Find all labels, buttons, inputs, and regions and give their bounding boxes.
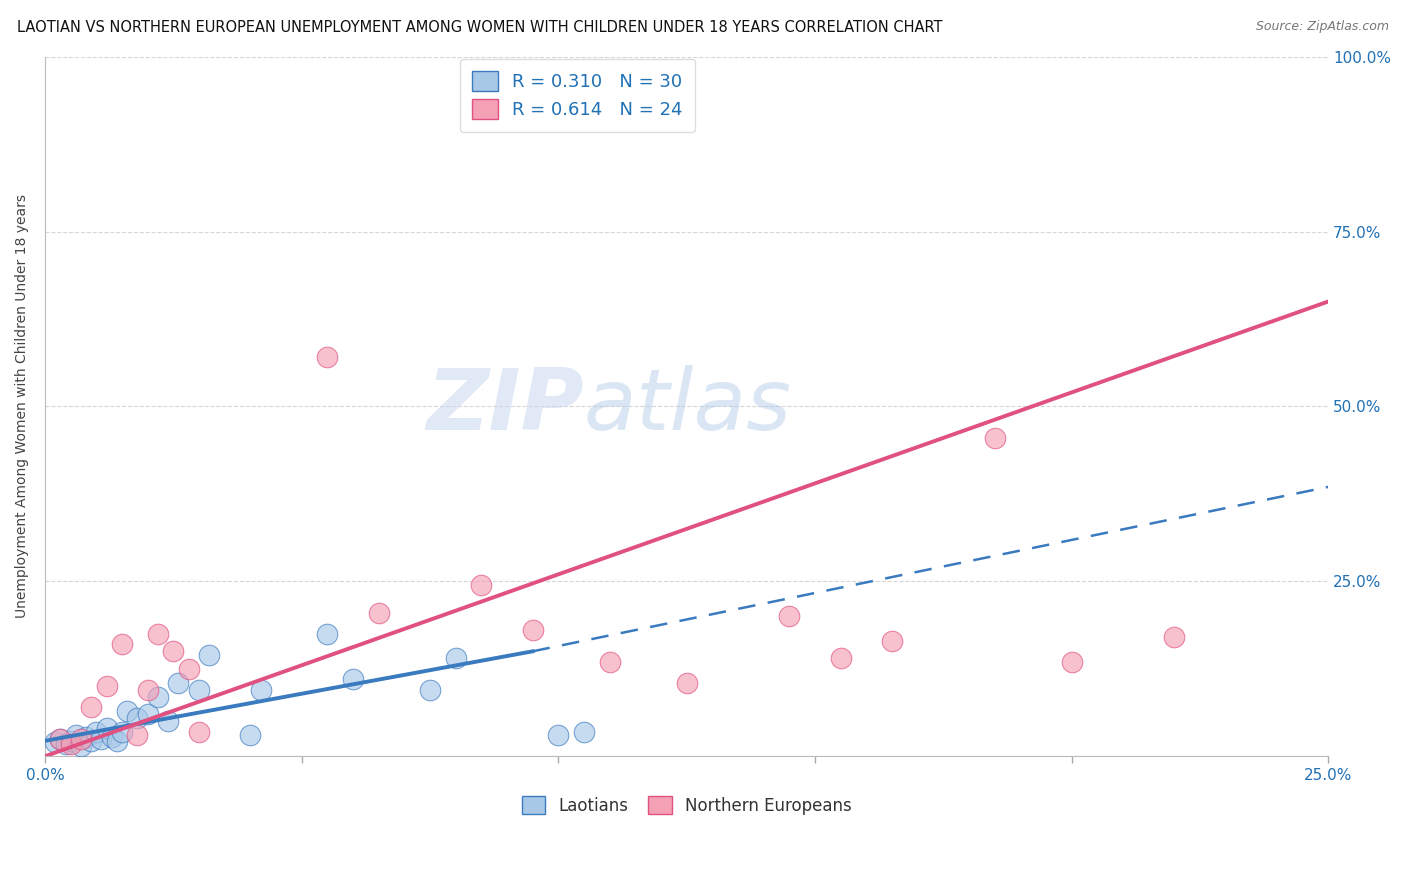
- Point: [127, 728, 149, 742]
- Point: [49, 731, 72, 746]
- Point: [470, 578, 492, 592]
- Point: [316, 627, 339, 641]
- Point: [198, 648, 221, 662]
- Point: [80, 700, 103, 714]
- Point: [146, 627, 169, 641]
- Point: [70, 739, 93, 753]
- Point: [65, 728, 87, 742]
- Y-axis label: Unemployment Among Women with Children Under 18 years: Unemployment Among Women with Children U…: [15, 194, 30, 618]
- Point: [59, 737, 82, 751]
- Text: LAOTIAN VS NORTHERN EUROPEAN UNEMPLOYMENT AMONG WOMEN WITH CHILDREN UNDER 18 YEA: LAOTIAN VS NORTHERN EUROPEAN UNEMPLOYMEN…: [17, 20, 942, 35]
- Point: [157, 714, 180, 729]
- Point: [177, 662, 200, 676]
- Point: [188, 724, 211, 739]
- Point: [599, 655, 621, 669]
- Point: [136, 707, 159, 722]
- Point: [146, 690, 169, 704]
- Point: [1163, 630, 1185, 644]
- Point: [96, 721, 118, 735]
- Point: [44, 735, 66, 749]
- Point: [70, 731, 93, 746]
- Legend: Laotians, Northern Europeans: Laotians, Northern Europeans: [512, 786, 862, 825]
- Point: [675, 675, 697, 690]
- Point: [188, 682, 211, 697]
- Point: [167, 675, 190, 690]
- Point: [316, 351, 339, 365]
- Point: [342, 673, 364, 687]
- Point: [55, 737, 77, 751]
- Point: [90, 731, 112, 746]
- Point: [100, 730, 122, 744]
- Point: [367, 606, 389, 620]
- Point: [111, 724, 134, 739]
- Point: [830, 651, 852, 665]
- Point: [1060, 655, 1083, 669]
- Point: [547, 728, 569, 742]
- Point: [96, 679, 118, 693]
- Point: [59, 734, 82, 748]
- Point: [115, 704, 138, 718]
- Point: [239, 728, 262, 742]
- Point: [983, 431, 1005, 445]
- Point: [444, 651, 467, 665]
- Text: Source: ZipAtlas.com: Source: ZipAtlas.com: [1256, 20, 1389, 33]
- Text: ZIP: ZIP: [426, 365, 583, 448]
- Text: atlas: atlas: [583, 365, 792, 448]
- Point: [136, 682, 159, 697]
- Point: [522, 624, 544, 638]
- Point: [127, 711, 149, 725]
- Point: [111, 637, 134, 651]
- Point: [105, 734, 128, 748]
- Point: [84, 724, 107, 739]
- Point: [80, 734, 103, 748]
- Point: [778, 609, 800, 624]
- Point: [75, 730, 97, 744]
- Point: [249, 682, 271, 697]
- Point: [419, 682, 441, 697]
- Point: [880, 633, 903, 648]
- Point: [572, 724, 595, 739]
- Point: [49, 731, 72, 746]
- Point: [162, 644, 184, 658]
